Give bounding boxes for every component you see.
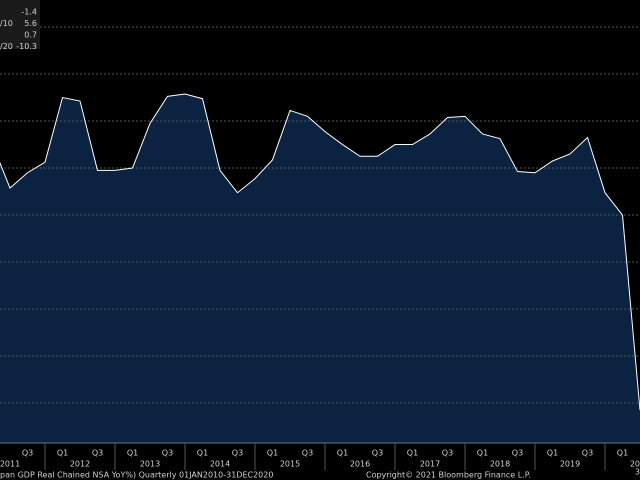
x-quarter-label: Q3 [582,449,593,458]
x-quarter-label: Q3 [302,449,313,458]
stat-value: 0.7 [24,31,37,40]
x-year-label: 2018 [490,460,510,469]
footer-left: pan GDP Real Chained NSA YoY%) Quarterly… [0,471,273,480]
x-year-label: 20 [630,460,640,469]
x-quarter-label: Q1 [267,449,278,458]
x-quarter-label: Q3 [232,449,243,458]
x-year-label: 2013 [140,460,160,469]
x-year-label: 2014 [210,460,230,469]
x-year-label: 2012 [70,460,90,469]
x-quarter-label: Q1 [127,449,138,458]
x-quarter-label: Q3 [512,449,523,458]
x-quarter-label: Q3 [162,449,173,458]
x-quarter-label: Q1 [477,449,488,458]
x-quarter-label: Q1 [617,449,628,458]
x-quarter-label: Q3 [92,449,103,458]
footer-copyright: Copyright© 2021 Bloomberg Finance L.P. [366,471,531,480]
stats-box [0,0,40,49]
x-quarter-label: Q1 [407,449,418,458]
x-quarter-label: Q1 [337,449,348,458]
x-year-label: 2016 [350,460,370,469]
stat-name: /10 [0,19,13,28]
footer-right: 3 [635,468,640,477]
x-axis: Q3 Q1 Q3 Q1 Q3 Q1 Q3 Q1 Q3 Q1 Q3 Q1 Q3 Q1 Q3 Q1 Q3 Q1 2011… [0,443,640,470]
plot-area [0,26,640,443]
x-quarter-label: Q3 [442,449,453,458]
x-quarter-label: Q3 [372,449,383,458]
x-year-label: 2019 [560,460,580,469]
x-year-label: 2011 [0,460,20,469]
x-year-label: 2017 [420,460,440,469]
x-quarter-label: Q1 [197,449,208,458]
x-quarter-label: Q1 [57,449,68,458]
stat-value: 5.6 [24,19,37,28]
stats: -1.4/10 5.6 0.7/20 -10.3 [0,8,37,52]
stat-value: -10.3 [16,42,37,51]
stat-name: /20 [0,42,13,51]
x-quarter-label: Q3 [22,449,33,458]
x-year-label: 2015 [280,460,300,469]
stat-value: -1.4 [21,8,37,17]
x-quarter-label: Q1 [547,449,558,458]
area-line [0,93,640,411]
